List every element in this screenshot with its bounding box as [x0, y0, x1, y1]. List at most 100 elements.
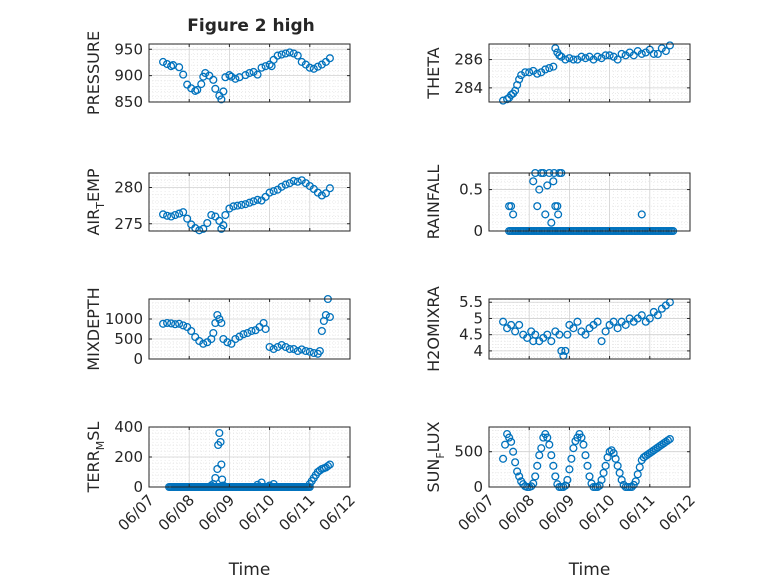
- data-point: [515, 472, 524, 481]
- data-point: [545, 63, 554, 73]
- data-point: [281, 342, 290, 352]
- data-point: [503, 95, 512, 104]
- data-point: [285, 344, 294, 354]
- ytick-label: 850: [114, 93, 143, 111]
- data-point: [245, 68, 254, 78]
- data-point: [199, 224, 208, 233]
- data-point: [573, 317, 582, 326]
- xtick-label: 06/08: [155, 491, 198, 534]
- data-point: [223, 338, 232, 347]
- data-point: [597, 475, 606, 484]
- data-point: [531, 330, 540, 339]
- data-point: [293, 51, 302, 60]
- subplot-h2omixra: 44.555.5 H2OMIXRA: [424, 286, 691, 372]
- data-point: [305, 63, 314, 72]
- xtick-label: 06/12: [656, 491, 699, 534]
- data-point: [317, 60, 326, 69]
- xtick-label: 06/07: [455, 491, 498, 534]
- data-point: [511, 458, 520, 467]
- x-axis-label: Time: [568, 560, 611, 580]
- data-point: [289, 344, 298, 354]
- ytick-label: 0: [133, 478, 143, 496]
- data-point: [665, 434, 674, 444]
- data-point: [555, 330, 564, 339]
- data-point: [241, 200, 250, 209]
- ytick-label: 4.5: [459, 326, 483, 344]
- data-point: [569, 324, 578, 333]
- data-point: [567, 454, 576, 463]
- data-point: [601, 461, 610, 470]
- data-point: [297, 57, 306, 66]
- data-point: [569, 55, 578, 64]
- data-point: [565, 54, 574, 63]
- xtick-label: 06/10: [235, 491, 278, 534]
- data-point: [543, 181, 552, 190]
- data-point: [547, 451, 556, 460]
- data-point: [561, 55, 570, 64]
- data-point: [321, 189, 330, 198]
- data-point: [661, 47, 670, 56]
- data-point: [601, 51, 610, 60]
- data-point: [653, 49, 662, 58]
- data-point: [216, 437, 225, 447]
- data-point: [219, 481, 228, 490]
- data-point: [325, 460, 334, 469]
- data-point: [293, 346, 302, 356]
- data-point: [187, 326, 196, 336]
- data-point: [593, 52, 602, 61]
- data-point: [597, 337, 606, 346]
- data-point: [605, 447, 614, 456]
- data-point: [213, 310, 222, 320]
- data-point: [227, 339, 236, 348]
- data-point: [253, 195, 262, 204]
- data-point: [225, 204, 234, 213]
- data-point: [253, 70, 262, 79]
- data-point: [545, 440, 554, 449]
- data-point: [653, 311, 662, 320]
- data-point: [257, 63, 266, 72]
- data-point: [541, 210, 550, 219]
- data-point: [245, 198, 254, 207]
- data-point: [511, 327, 520, 336]
- data-point: [217, 460, 226, 469]
- data-point: [507, 90, 516, 99]
- data-point: [581, 330, 590, 339]
- data-point: [265, 188, 274, 197]
- y-axis-label: PRESSURE: [84, 31, 103, 115]
- ytick-label: 0.5: [459, 181, 483, 199]
- ytick-label: 4: [473, 342, 483, 360]
- data-point: [289, 176, 298, 186]
- data-point: [297, 345, 306, 354]
- y-axis-label: MIXDEPTH: [84, 287, 103, 370]
- data-point: [551, 472, 560, 481]
- data-point: [211, 84, 220, 93]
- data-point: [285, 179, 294, 188]
- data-point: [205, 71, 214, 80]
- data-point: [209, 328, 218, 338]
- ytick-label: 900: [114, 67, 143, 85]
- data-point: [277, 340, 286, 350]
- data-point: [507, 437, 516, 446]
- y-axis-label: TERRMSL: [84, 422, 107, 494]
- data-point: [531, 472, 540, 481]
- data-point: [301, 346, 310, 356]
- data-point: [217, 95, 226, 104]
- data-point: [179, 208, 188, 217]
- data-point: [569, 444, 578, 453]
- data-point: [269, 187, 278, 196]
- data-point: [325, 54, 334, 63]
- y-axis-label: AIRTEMP: [84, 168, 107, 235]
- data-point: [273, 51, 282, 60]
- data-point: [579, 440, 588, 449]
- data-point: [613, 461, 622, 470]
- data-point: [631, 477, 640, 486]
- data-point: [269, 55, 278, 64]
- data-point: [313, 62, 322, 71]
- data-point: [617, 49, 626, 58]
- subplot-rainfall: 0 0.5 RAINFALL: [424, 165, 691, 240]
- data-point: [635, 463, 644, 472]
- data-point: [549, 62, 558, 71]
- data-point: [179, 70, 188, 79]
